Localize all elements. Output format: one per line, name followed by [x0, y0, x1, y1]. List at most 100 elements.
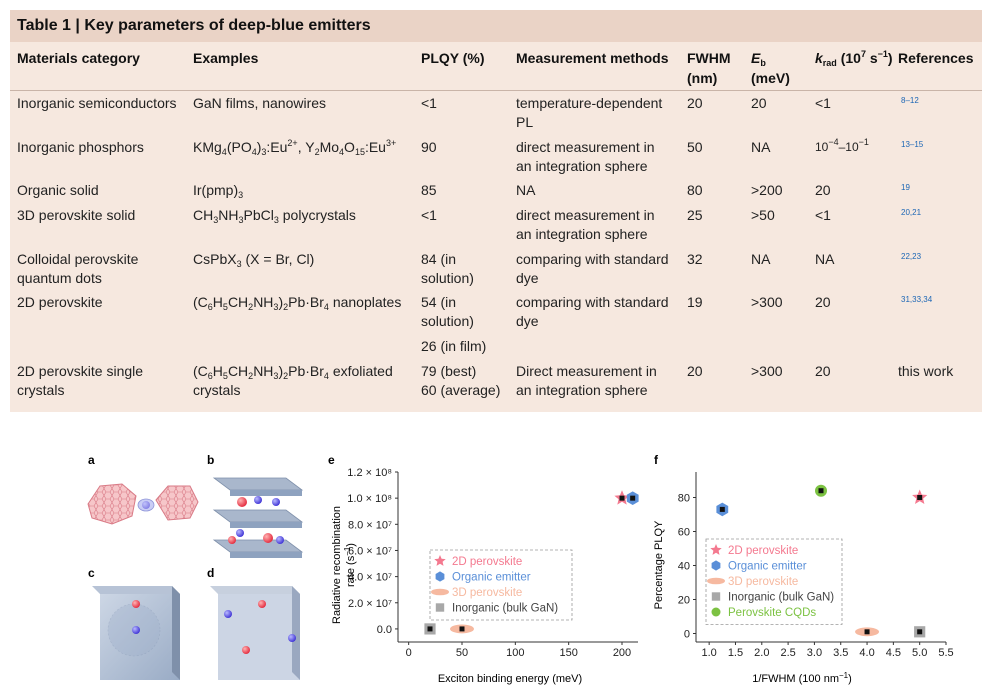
- table-title-bar: Table 1 | Key parameters of deep-blue em…: [10, 10, 982, 42]
- cell-fwhm: 25: [687, 207, 703, 223]
- header-references: References: [898, 50, 974, 66]
- cell-reference-link[interactable]: 19: [901, 183, 910, 192]
- cell-examples: CsPbX3 (X = Br, Cl): [193, 251, 315, 269]
- chart-e-legend: 2D perovskite Organic emitter 3D perovskit…: [429, 549, 573, 621]
- chart-e-ylabel: Radiative recombination rate (s−1): [331, 506, 357, 624]
- cell-plqy: <1: [421, 207, 437, 223]
- cell-category: Organic solid: [17, 182, 99, 198]
- data-point-center: [619, 495, 625, 501]
- header-krad-exp2: −1: [877, 49, 888, 59]
- chart-f-xlabel: 1/FWHM (100 nm−1): [752, 671, 852, 685]
- cell-plqy-line: 60 (average): [421, 382, 501, 398]
- data-point-center: [427, 626, 433, 632]
- cell-methods: comparing with standard dye: [516, 250, 669, 288]
- data-point-center: [719, 506, 725, 512]
- header-krad-unit-b: s: [865, 50, 878, 66]
- cell-plqy: 90: [421, 139, 437, 155]
- cell-eb: >200: [751, 182, 783, 198]
- cell-category: Colloidal perovskite quantum dots: [17, 250, 138, 288]
- legend-entry: Inorganic (bulk GaN): [452, 603, 558, 615]
- cell-plqy: 79 (best) 60 (average): [421, 362, 500, 400]
- legend-marker-hexagon: [435, 571, 445, 582]
- legend-marker-circle: [711, 607, 721, 617]
- x-tick-label: 3.5: [833, 647, 848, 659]
- cell-category: Inorganic semiconductors: [17, 95, 177, 111]
- y-tick-label: 80: [678, 493, 690, 505]
- cell-methods: comparing with standard dye: [516, 293, 669, 331]
- legend-marker-star: [710, 544, 722, 555]
- header-rule: [10, 90, 982, 91]
- data-point-center: [917, 495, 923, 500]
- panel-e-label: e: [328, 453, 335, 467]
- y-tick-label: 40: [678, 561, 690, 573]
- data-point-center: [459, 626, 465, 632]
- cell-fwhm: 19: [687, 294, 703, 310]
- cell-fwhm: 80: [687, 182, 703, 198]
- cell-examples: KMg4(PO4)3:Eu2+, Y2Mo4O15:Eu3+: [193, 138, 397, 157]
- cell-examples: CH3NH3PbCl3 polycrystals: [193, 207, 356, 225]
- cell-methods-line: temperature-dependent: [516, 95, 663, 111]
- x-tick-label: 200: [613, 647, 631, 659]
- legend-entry: 2D perovskite: [728, 545, 798, 557]
- legend-marker-ellipse: [707, 577, 725, 585]
- data-point-center: [917, 629, 923, 635]
- x-tick-label: 1.5: [728, 647, 743, 659]
- cell-reference-link[interactable]: 13–15: [901, 140, 924, 149]
- chart-e-axes: 0 50 100 150 200 0.0 2.0 × 10⁷ 4.0 × 10⁷ 6.0 × 1…: [347, 467, 638, 659]
- cell-reference-link[interactable]: 8–12: [901, 96, 919, 105]
- chart-f-marks: [716, 484, 928, 638]
- cell-reference-link[interactable]: 31,33,34: [901, 295, 933, 304]
- header-krad-unit-c: ): [887, 50, 893, 66]
- header-eb-subscript: b: [760, 58, 766, 68]
- legend-box: [429, 549, 573, 621]
- y-tick-label: 8.0 × 10⁷: [348, 519, 392, 531]
- cell-reference: this work: [898, 363, 954, 379]
- legend-entry: 3D perovskite: [728, 576, 798, 588]
- header-examples: Examples: [193, 50, 259, 66]
- cell-category-line: 2D perovskite single: [17, 363, 144, 379]
- free-carrier-cube-illustration: [210, 586, 300, 680]
- cell-krad: 10−4–10−1: [815, 137, 869, 155]
- y-tick-label: 1.2 × 10⁸: [347, 467, 392, 479]
- header-fwhm-line1: FWHM: [687, 50, 731, 66]
- legend-entry: Organic emitter: [728, 561, 807, 573]
- legend-marker-square: [711, 592, 721, 601]
- cell-plqy-line: 26 (in film): [421, 338, 487, 354]
- cell-methods: direct measurement in an integration sph…: [516, 138, 655, 176]
- cell-methods: NA: [516, 182, 536, 198]
- header-category: Materials category: [17, 50, 140, 66]
- header-fwhm: FWHM (nm): [687, 48, 731, 88]
- y-tick-label: 20: [678, 595, 690, 607]
- cell-plqy: 85: [421, 182, 437, 198]
- cell-methods-line: comparing with standard: [516, 251, 669, 267]
- cell-methods-line: an integration sphere: [516, 158, 648, 174]
- legend-entry: Inorganic (bulk GaN): [728, 592, 834, 604]
- x-tick-label: 0: [406, 647, 412, 659]
- x-tick-label: 50: [456, 647, 468, 659]
- cell-krad: 20: [815, 363, 831, 379]
- cell-reference-link[interactable]: 22,23: [901, 252, 922, 261]
- chart-e: e 0 50 100 150 200 0.0 2.0 × 10⁷ 4.0 × 10⁷ 6.0 ×…: [328, 453, 639, 685]
- cell-krad: 20: [815, 294, 831, 310]
- organic-molecule-illustration: [87, 483, 199, 525]
- cell-plqy-line: 84 (in: [421, 251, 457, 267]
- cell-reference-link[interactable]: 20,21: [901, 208, 922, 217]
- cell-category: 2D perovskite: [17, 294, 103, 310]
- chart-f-axes: 1.0 1.5 2.0 2.5 3.0 3.5 4.0 4.5 5.0 5.5 0 20 40 60 80: [678, 472, 954, 659]
- legend-marker-star: [434, 555, 446, 566]
- x-tick-label: 150: [559, 647, 577, 659]
- panel-c-label: c: [88, 566, 95, 580]
- cell-category-line: quantum dots: [17, 270, 102, 286]
- schematic-panels: a b c d: [87, 453, 304, 680]
- cell-examples: (C6H5CH2NH3)2Pb·Br4 nanoplates: [193, 294, 402, 312]
- data-point-center: [864, 629, 870, 635]
- x-tick-label: 4.0: [859, 647, 874, 659]
- cell-methods-line: an integration sphere: [516, 382, 648, 398]
- panel-b-label: b: [207, 453, 214, 467]
- cell-examples: (C6H5CH2NH3)2Pb·Br4 exfoliated crystals: [193, 363, 393, 398]
- cell-eb: >50: [751, 207, 775, 223]
- header-krad-unit-a: (10: [836, 50, 861, 66]
- header-krad-subscript: rad: [822, 58, 837, 68]
- y-tick-label: 2.0 × 10⁷: [348, 598, 392, 610]
- cell-krad: NA: [815, 251, 835, 267]
